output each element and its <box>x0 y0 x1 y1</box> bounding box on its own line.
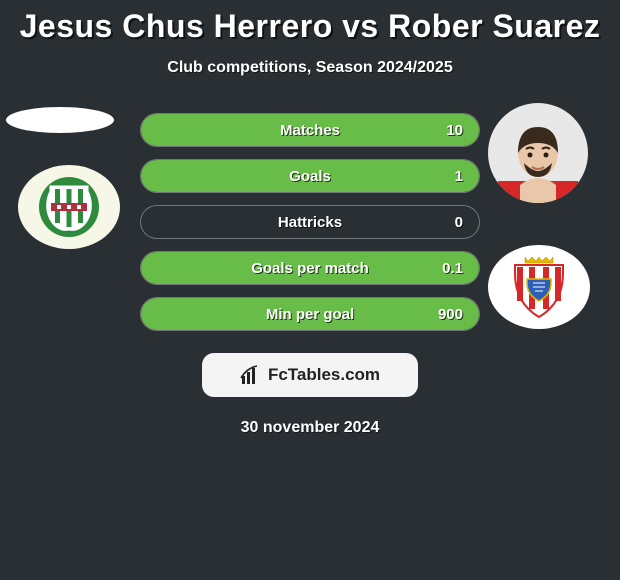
left-player-column <box>0 113 140 343</box>
sporting-badge-icon <box>505 253 573 321</box>
stat-row: Min per goal900 <box>140 297 480 331</box>
right-player-avatar <box>488 103 588 203</box>
comparison-area: Matches10Goals1Hattricks0Goals per match… <box>0 113 620 343</box>
cordoba-badge-icon <box>37 175 101 239</box>
stat-value-right: 0 <box>455 206 463 238</box>
stat-value-right: 900 <box>438 298 463 330</box>
stat-row: Goals1 <box>140 159 480 193</box>
left-player-placeholder <box>6 107 114 133</box>
stat-label: Goals per match <box>141 252 479 284</box>
stat-row: Goals per match0.1 <box>140 251 480 285</box>
watermark: FcTables.com <box>202 353 418 397</box>
stat-label: Goals <box>141 160 479 192</box>
bar-chart-icon <box>240 364 262 386</box>
stat-value-right: 1 <box>455 160 463 192</box>
right-player-column <box>480 113 620 343</box>
stat-value-right: 10 <box>446 114 463 146</box>
subtitle: Club competitions, Season 2024/2025 <box>0 59 620 77</box>
stat-label: Min per goal <box>141 298 479 330</box>
stat-row: Hattricks0 <box>140 205 480 239</box>
stat-row: Matches10 <box>140 113 480 147</box>
stat-label: Matches <box>141 114 479 146</box>
player-silhouette-icon <box>498 113 578 203</box>
stat-value-right: 0.1 <box>442 252 463 284</box>
right-club-badge <box>488 245 590 329</box>
stat-label: Hattricks <box>141 206 479 238</box>
left-club-badge <box>18 165 120 249</box>
page-title: Jesus Chus Herrero vs Rober Suarez <box>0 0 620 45</box>
stats-column: Matches10Goals1Hattricks0Goals per match… <box>140 113 480 343</box>
date-line: 30 november 2024 <box>0 419 620 437</box>
watermark-text: FcTables.com <box>268 365 380 385</box>
